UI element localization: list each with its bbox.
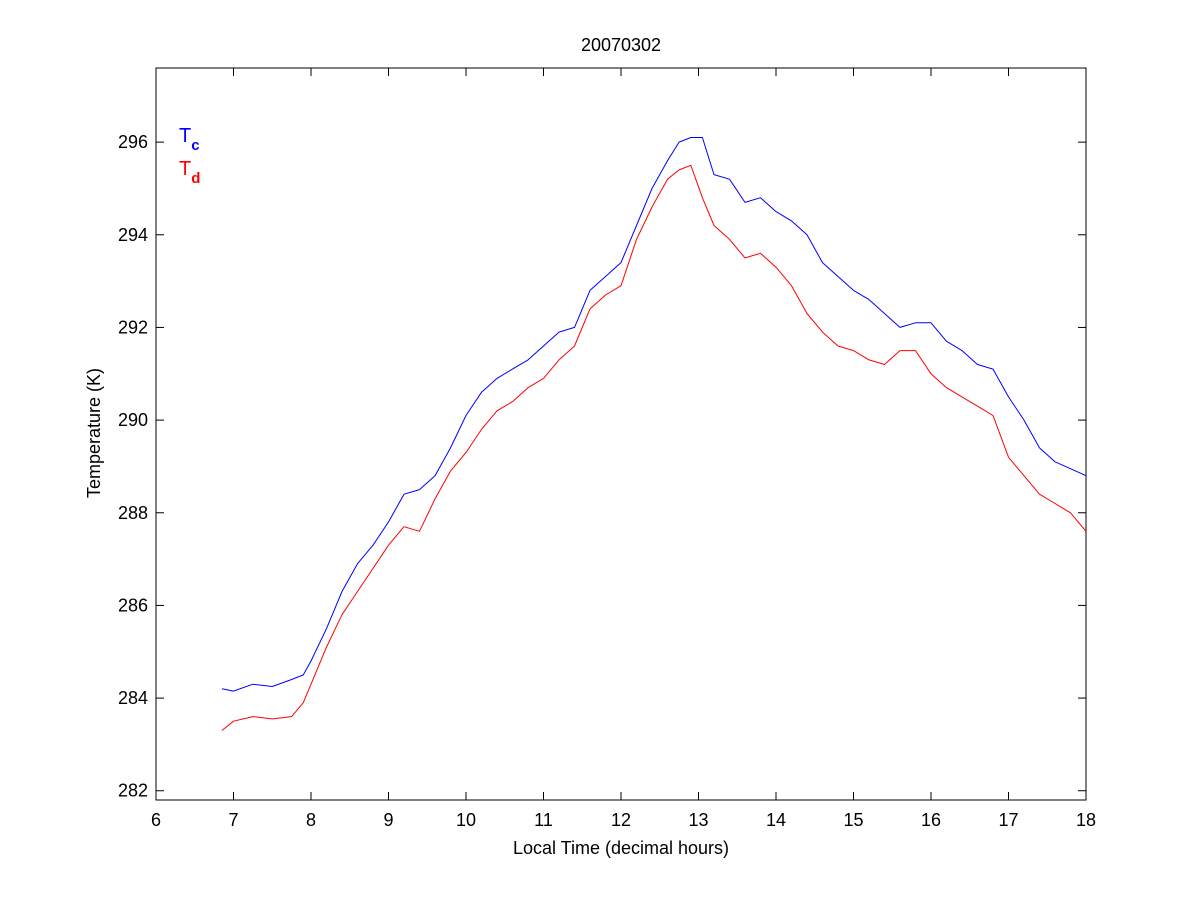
x-tick-label: 7 bbox=[228, 810, 238, 830]
series-line-1 bbox=[221, 164, 1087, 731]
x-tick-label: 12 bbox=[611, 810, 631, 830]
x-tick-label: 14 bbox=[766, 810, 786, 830]
x-tick-label: 15 bbox=[843, 810, 863, 830]
y-tick-label: 294 bbox=[118, 225, 148, 245]
x-tick-label: 18 bbox=[1076, 810, 1096, 830]
y-tick-label: 296 bbox=[118, 132, 148, 152]
y-tick-label: 286 bbox=[118, 595, 148, 615]
chart-title: 20070302 bbox=[581, 35, 661, 55]
x-tick-label: 16 bbox=[921, 810, 941, 830]
legend-entry: Td bbox=[179, 158, 200, 187]
x-tick-label: 17 bbox=[998, 810, 1018, 830]
y-tick-label: 284 bbox=[118, 688, 148, 708]
y-tick-label: 282 bbox=[118, 781, 148, 801]
x-tick-label: 10 bbox=[456, 810, 476, 830]
x-tick-label: 8 bbox=[306, 810, 316, 830]
x-tick-label: 6 bbox=[151, 810, 161, 830]
x-tick-label: 9 bbox=[383, 810, 393, 830]
x-axis-label: Local Time (decimal hours) bbox=[513, 838, 729, 858]
plot-area: 6 7 8 9 10 11 12 13 14 15 16 17 18 282 284 286 288 290 292… bbox=[118, 67, 1096, 830]
y-tick-label: 290 bbox=[118, 410, 148, 430]
legend-entry: Tc bbox=[179, 125, 200, 154]
legend: Tc Td bbox=[179, 125, 200, 187]
y-axis-label: Temperature (K) bbox=[84, 368, 104, 498]
series-line-0 bbox=[221, 137, 1087, 692]
x-tick-label: 13 bbox=[688, 810, 708, 830]
y-tick-label: 288 bbox=[118, 503, 148, 523]
y-tick-label: 292 bbox=[118, 317, 148, 337]
x-tick-label: 11 bbox=[534, 810, 553, 830]
